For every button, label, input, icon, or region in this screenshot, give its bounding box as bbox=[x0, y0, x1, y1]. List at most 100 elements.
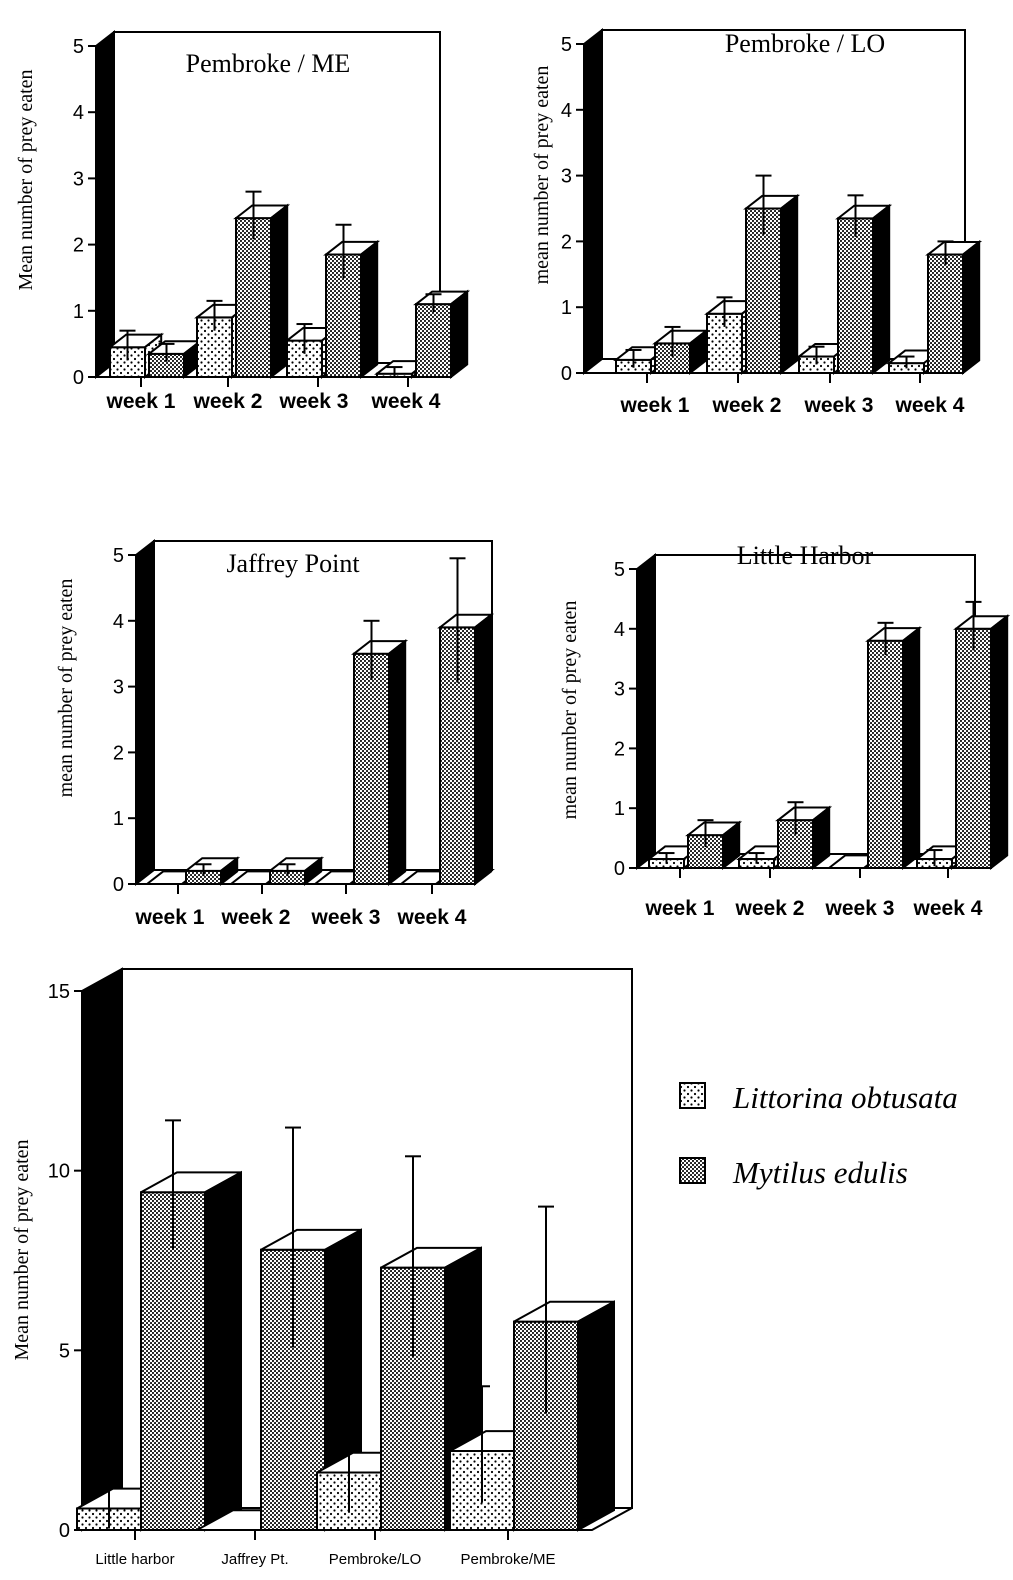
chart-title: Pembroke / ME bbox=[186, 49, 351, 78]
x-tick-label: Little harbor bbox=[95, 1551, 174, 1568]
bar-side bbox=[220, 856, 239, 887]
y-tick-label: 2 bbox=[614, 738, 625, 760]
bar-side bbox=[577, 1300, 615, 1532]
back-wall bbox=[153, 540, 493, 871]
y-tick-label: 0 bbox=[614, 858, 625, 880]
y-tick-label: 3 bbox=[73, 168, 84, 190]
bar bbox=[351, 619, 409, 887]
bar-side bbox=[360, 239, 379, 380]
legend-item-littorina: Littorina obtusata bbox=[679, 1080, 958, 1115]
chart-pembroke-me: Pembroke / ME Mean number of prey eaten … bbox=[15, 29, 471, 413]
bar bbox=[865, 621, 923, 871]
bar-front bbox=[353, 652, 390, 886]
chart-pembroke-lo: Pembroke / LO mean number of prey eaten … bbox=[531, 27, 983, 417]
bar bbox=[835, 194, 893, 376]
left-wall bbox=[583, 27, 603, 376]
y-tick-label: 4 bbox=[73, 102, 84, 124]
legend-swatch-littorina bbox=[679, 1082, 706, 1109]
x-tick-label: week 1 bbox=[620, 394, 690, 417]
y-tick-label: 5 bbox=[561, 34, 572, 56]
y-tick-label: 0 bbox=[73, 367, 84, 389]
y-tick-label: 0 bbox=[113, 874, 124, 896]
chart-title: Little Harbor bbox=[737, 541, 874, 570]
bar bbox=[323, 223, 381, 380]
bar-side bbox=[780, 193, 799, 376]
bar bbox=[437, 557, 495, 887]
bar-front bbox=[837, 217, 874, 374]
x-tick-label: week 3 bbox=[825, 897, 895, 920]
y-tick-label: 15 bbox=[48, 981, 70, 1003]
bar bbox=[775, 801, 833, 871]
y-tick-label: 0 bbox=[59, 1520, 70, 1542]
left-wall bbox=[135, 538, 155, 887]
x-tick-label: week 2 bbox=[221, 906, 291, 929]
legend-label-littorina: Littorina obtusata bbox=[732, 1080, 958, 1115]
bar bbox=[413, 289, 471, 380]
bar-side bbox=[304, 856, 323, 887]
legend-swatch-mytilus bbox=[679, 1157, 706, 1184]
back-wall bbox=[654, 554, 976, 855]
bar bbox=[743, 174, 801, 376]
y-tick-label: 10 bbox=[48, 1161, 70, 1183]
bar-front bbox=[415, 303, 452, 378]
y-tick-label: 5 bbox=[59, 1340, 70, 1362]
x-tick-label: week 2 bbox=[193, 390, 263, 413]
left-wall bbox=[81, 967, 123, 1532]
x-tick-label: Jaffrey Pt. bbox=[221, 1551, 288, 1568]
bar-side bbox=[990, 614, 1009, 871]
left-wall bbox=[636, 552, 656, 871]
bar bbox=[183, 856, 241, 887]
y-tick-label: 4 bbox=[561, 100, 572, 122]
bar bbox=[953, 600, 1011, 871]
y-tick-label: 3 bbox=[113, 677, 124, 699]
y-tick-label: 5 bbox=[614, 559, 625, 581]
x-tick-label: week 3 bbox=[279, 390, 349, 413]
y-tick-label: 0 bbox=[561, 363, 572, 385]
y-tick-label: 4 bbox=[614, 619, 625, 641]
bar-side bbox=[812, 805, 831, 871]
y-tick-label: 1 bbox=[614, 798, 625, 820]
y-tick-label: 5 bbox=[73, 36, 84, 58]
bar-side bbox=[204, 1170, 242, 1532]
y-tick-label: 1 bbox=[73, 301, 84, 323]
left-wall bbox=[95, 29, 115, 380]
x-tick-label: week 4 bbox=[913, 897, 983, 920]
bar-front bbox=[927, 253, 964, 374]
chart-title: Pembroke / LO bbox=[725, 29, 885, 58]
x-tick-label: week 4 bbox=[895, 394, 965, 417]
chart-total: Mean number of prey eaten 0 5 10 15 Little h… bbox=[11, 967, 633, 1568]
bar bbox=[513, 1205, 615, 1532]
x-tick-label: Pembroke/ME bbox=[460, 1551, 555, 1568]
legend-label-mytilus: Mytilus edulis bbox=[732, 1155, 908, 1190]
y-axis-label: Mean number of prey eaten bbox=[15, 69, 37, 290]
bar-side bbox=[872, 203, 891, 376]
chart-little-harbor: Little Harbor mean number of prey eaten … bbox=[559, 541, 1011, 920]
x-tick-label: Pembroke/LO bbox=[329, 1551, 422, 1568]
x-tick-label: week 1 bbox=[135, 906, 205, 929]
y-tick-label: 2 bbox=[73, 235, 84, 257]
bar bbox=[925, 239, 983, 376]
y-tick-label: 3 bbox=[561, 166, 572, 188]
x-tick-label: week 3 bbox=[804, 394, 874, 417]
bar bbox=[267, 856, 325, 887]
bar-side bbox=[722, 820, 741, 871]
bar-side bbox=[902, 626, 921, 871]
y-tick-label: 3 bbox=[614, 679, 625, 701]
y-axis-label: mean number of prey eaten bbox=[531, 66, 553, 285]
x-tick-label: week 1 bbox=[106, 390, 176, 413]
bar bbox=[140, 1119, 242, 1532]
x-tick-label: week 2 bbox=[735, 897, 805, 920]
y-tick-label: 2 bbox=[113, 742, 124, 764]
x-tick-label: week 4 bbox=[371, 390, 441, 413]
bar bbox=[685, 819, 743, 871]
bar-front bbox=[745, 207, 782, 374]
y-tick-label: 4 bbox=[113, 611, 124, 633]
chart-jaffrey-point: Jaffrey Point mean number of prey eaten … bbox=[55, 538, 495, 929]
legend: Littorina obtusata Mytilus edulis bbox=[679, 1080, 958, 1190]
bar-side bbox=[962, 239, 981, 376]
bar-front bbox=[235, 217, 272, 378]
bar-front bbox=[955, 627, 992, 869]
bar bbox=[260, 1126, 362, 1532]
y-axis-label: mean number of prey eaten bbox=[559, 601, 581, 820]
